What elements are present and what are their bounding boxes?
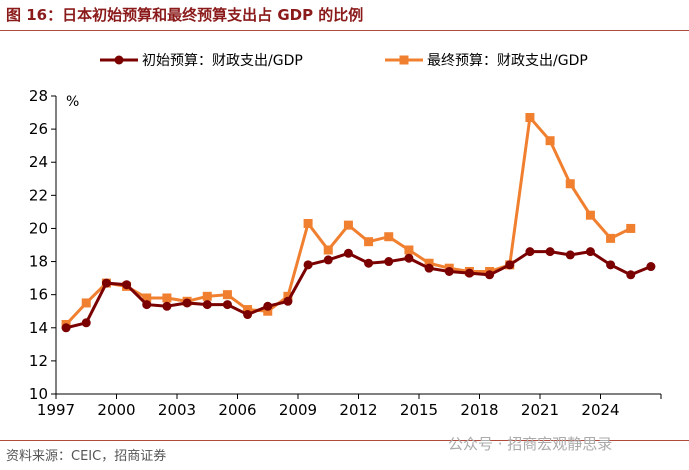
data-point bbox=[343, 248, 353, 258]
data-point bbox=[545, 136, 555, 146]
data-point bbox=[485, 270, 495, 280]
data-point bbox=[263, 306, 273, 316]
data-point bbox=[424, 263, 434, 273]
data-point bbox=[222, 290, 232, 300]
y-tick-label: 18 bbox=[29, 253, 48, 271]
data-point bbox=[323, 255, 333, 265]
data-point bbox=[384, 257, 394, 267]
series-line-0 bbox=[65, 250, 652, 330]
data-point bbox=[444, 266, 454, 276]
data-point bbox=[283, 296, 293, 306]
data-point bbox=[222, 300, 232, 310]
data-point bbox=[384, 232, 394, 242]
x-tick-label: 2003 bbox=[158, 401, 196, 419]
y-tick-label: 12 bbox=[29, 352, 48, 370]
x-tick-label: 2021 bbox=[521, 401, 559, 419]
legend-label: 初始预算：财政支出/GDP bbox=[142, 52, 303, 69]
data-point bbox=[585, 247, 595, 257]
data-point bbox=[283, 291, 293, 301]
data-point bbox=[565, 179, 575, 189]
data-point bbox=[122, 280, 132, 290]
title-divider bbox=[0, 30, 689, 31]
data-point bbox=[626, 270, 636, 280]
y-tick-label: 28 bbox=[29, 87, 48, 105]
data-point bbox=[182, 298, 192, 308]
y-tick-label: 24 bbox=[29, 153, 48, 171]
data-point bbox=[202, 300, 212, 310]
data-point bbox=[545, 247, 555, 257]
data-point bbox=[606, 260, 616, 270]
data-point bbox=[243, 310, 253, 320]
legend-marker bbox=[399, 55, 409, 65]
data-point bbox=[404, 253, 414, 263]
data-point bbox=[525, 247, 535, 257]
x-tick-label: 2012 bbox=[339, 401, 377, 419]
watermark: 公众号 · 招商宏观静思录 bbox=[448, 435, 613, 453]
data-point bbox=[404, 245, 414, 255]
x-tick-label: 1997 bbox=[37, 401, 75, 419]
y-tick-label: 22 bbox=[29, 186, 48, 204]
data-point bbox=[202, 291, 212, 301]
data-point bbox=[364, 258, 374, 268]
data-point bbox=[162, 293, 172, 303]
data-point bbox=[101, 278, 111, 288]
data-point bbox=[243, 305, 253, 315]
x-tick-label: 2018 bbox=[460, 401, 498, 419]
data-point bbox=[525, 113, 535, 123]
data-point bbox=[606, 233, 616, 243]
data-point bbox=[303, 260, 313, 270]
data-point bbox=[343, 220, 353, 230]
data-point bbox=[303, 218, 313, 228]
y-tick-label: 10 bbox=[29, 385, 48, 403]
figure-title: 图 16：日本初始预算和最终预算支出占 GDP 的比例 bbox=[6, 6, 364, 24]
data-point bbox=[162, 301, 172, 311]
data-point bbox=[323, 245, 333, 255]
legend-label: 最终预算：财政支出/GDP bbox=[427, 53, 588, 69]
data-point bbox=[81, 298, 91, 308]
data-point bbox=[142, 300, 152, 310]
y-tick-label: 20 bbox=[29, 219, 48, 237]
data-point bbox=[142, 293, 152, 303]
x-tick-label: 2009 bbox=[279, 401, 317, 419]
data-point bbox=[626, 223, 636, 233]
data-point bbox=[364, 237, 374, 247]
data-point bbox=[424, 258, 434, 268]
footer-divider bbox=[0, 440, 689, 441]
y-unit-label: % bbox=[66, 94, 79, 110]
data-point bbox=[646, 262, 656, 272]
data-point bbox=[505, 260, 515, 270]
y-tick-label: 26 bbox=[29, 120, 48, 138]
source-note: 资料来源：CEIC，招商证券 bbox=[6, 449, 167, 464]
y-tick-label: 16 bbox=[29, 286, 48, 304]
data-point bbox=[585, 210, 595, 220]
legend-marker bbox=[114, 55, 124, 65]
x-tick-label: 2015 bbox=[400, 401, 438, 419]
data-point bbox=[81, 318, 91, 328]
y-tick-label: 14 bbox=[29, 319, 48, 337]
x-tick-label: 2024 bbox=[581, 401, 619, 419]
data-point bbox=[61, 323, 71, 333]
data-point bbox=[565, 250, 575, 260]
data-point bbox=[263, 301, 273, 311]
x-tick-label: 2000 bbox=[97, 401, 135, 419]
x-tick-label: 2006 bbox=[218, 401, 256, 419]
data-point bbox=[464, 268, 474, 278]
